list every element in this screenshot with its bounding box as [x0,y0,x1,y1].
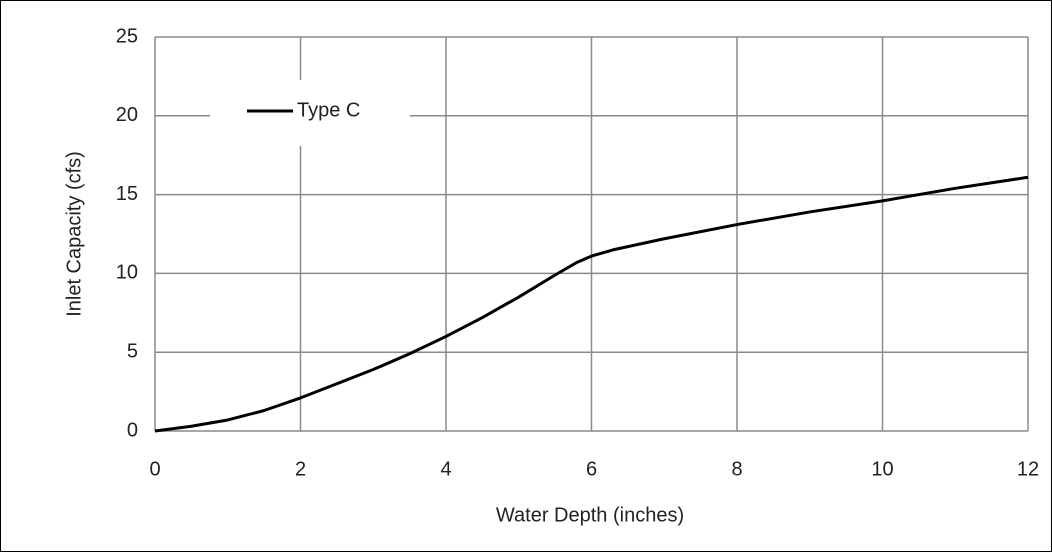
x-tick-label: 8 [731,458,742,480]
y-tick-label: 5 [127,340,138,362]
y-tick-label: 25 [116,25,138,47]
x-tick-label: 12 [1017,458,1039,480]
x-tick-label: 6 [586,458,597,480]
y-tick-label: 10 [116,262,138,284]
legend-box [210,80,410,146]
data-line [154,175,1029,433]
x-tick-label: 0 [149,458,160,480]
x-axis-title: Water Depth (inches) [496,504,684,526]
x-tick-label: 2 [295,458,306,480]
y-tick-label: 0 [127,419,138,441]
x-tick-label: 4 [440,458,451,480]
y-axis-title: Inlet Capacity (cfs) [63,151,85,317]
y-tick-label: 20 [116,104,138,126]
y-tick-label: 15 [116,183,138,205]
legend-label: Type C [297,99,360,121]
x-tick-label: 10 [871,458,893,480]
